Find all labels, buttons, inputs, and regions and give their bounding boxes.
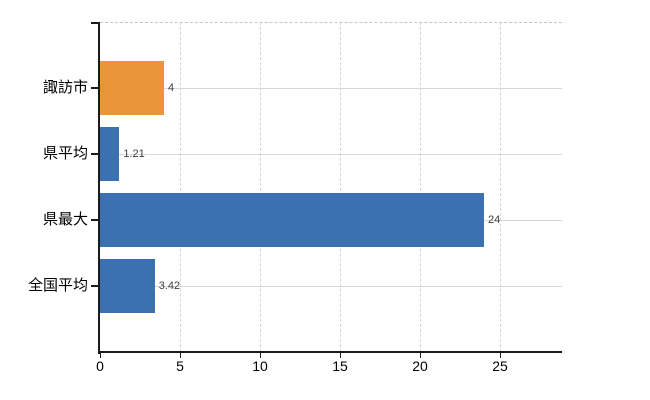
gridline-horizontal: [100, 153, 562, 155]
x-axis-tick: [260, 353, 261, 358]
x-axis-tick: [180, 353, 181, 358]
gridline-vertical: [500, 22, 501, 352]
category-tick: [91, 285, 98, 287]
x-axis-tick: [420, 353, 421, 358]
x-axis-tick-label: 5: [176, 358, 184, 374]
category-tick-label: 全国平均: [27, 277, 88, 294]
x-axis-tick-label: 20: [412, 358, 428, 374]
category-tick-label: 諏訪市: [42, 79, 88, 96]
bar-全国平均: [100, 259, 155, 313]
gridline-horizontal: [100, 285, 562, 287]
category-tick-label: 県平均: [42, 145, 88, 162]
x-axis-tick: [500, 353, 501, 358]
x-axis-tick-label: 25: [492, 358, 508, 374]
category-tick: [91, 87, 98, 89]
y-axis-top-outer-tick: [91, 22, 98, 24]
bar-県平均: [100, 127, 120, 181]
y-axis-line: [98, 22, 100, 354]
x-axis-tick-label: 0: [96, 358, 104, 374]
gridline-vertical: [180, 22, 181, 352]
category-tick: [91, 153, 98, 155]
x-axis-tick-label: 15: [332, 358, 348, 374]
bar-value-label: 3.42: [158, 280, 181, 292]
x-axis-tick-label: 10: [252, 358, 268, 374]
x-axis-line: [98, 351, 562, 353]
gridline-vertical: [420, 22, 421, 352]
gridline-vertical: [340, 22, 341, 352]
category-tick-label: 県最大: [42, 211, 88, 228]
gridline-vertical: [260, 22, 261, 352]
bar-value-label: 24: [488, 214, 501, 226]
bar-value-label: 1.21: [123, 148, 145, 160]
bar-県最大: [100, 193, 484, 247]
category-tick: [91, 219, 98, 221]
gridline-horizontal: [100, 87, 562, 89]
bar-諏訪市: [100, 61, 164, 115]
plot-top-border: [100, 22, 562, 23]
x-axis-tick: [100, 353, 101, 358]
bar-value-label: 4: [168, 82, 175, 94]
x-axis-tick: [340, 353, 341, 358]
